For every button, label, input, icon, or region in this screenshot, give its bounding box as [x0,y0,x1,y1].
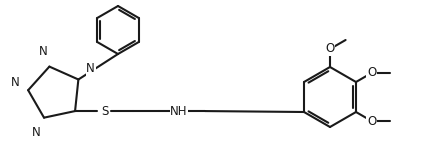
Text: N: N [11,76,19,89]
Text: O: O [325,43,335,55]
Text: O: O [367,66,376,80]
Text: S: S [101,105,109,118]
Text: N: N [39,45,48,58]
Text: NH: NH [170,105,188,118]
Text: N: N [86,62,95,75]
Text: O: O [367,115,376,128]
Text: N: N [32,126,41,139]
